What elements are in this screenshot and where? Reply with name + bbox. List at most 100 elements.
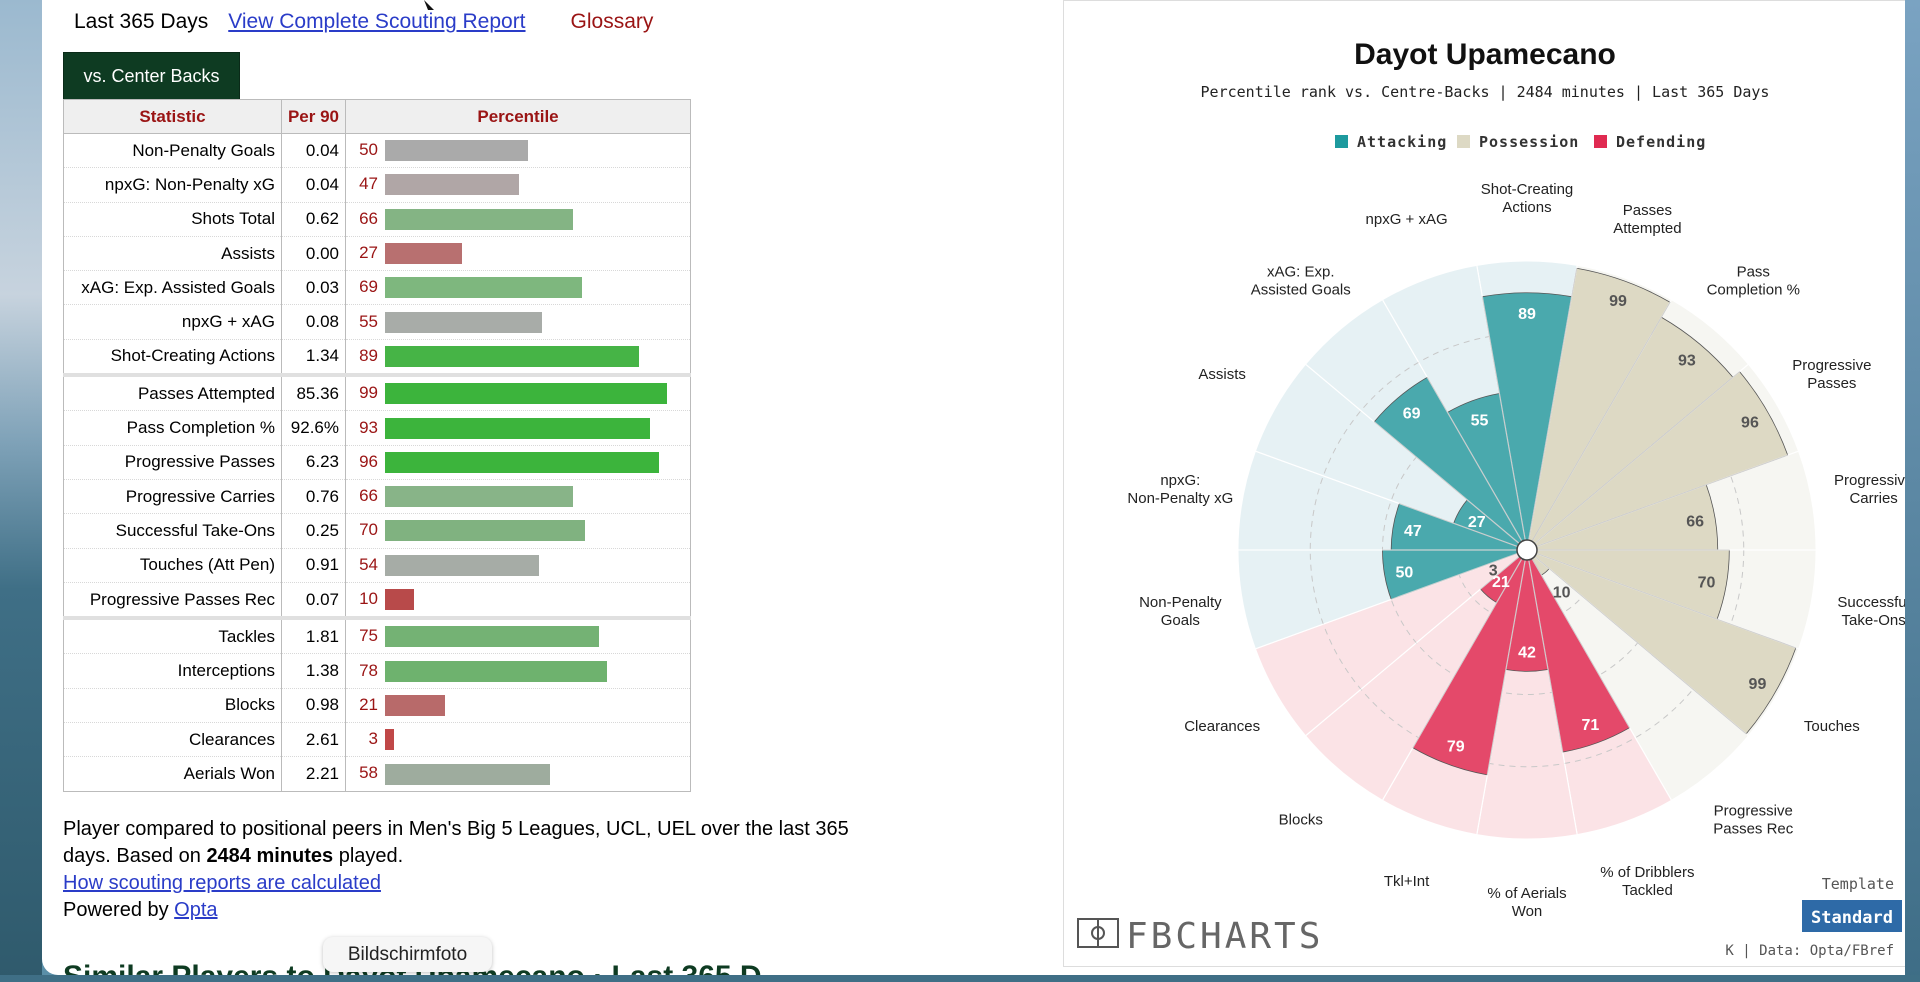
stat-per90: 0.04 bbox=[281, 167, 346, 203]
percentile-value: 89 bbox=[359, 345, 378, 365]
how-calculated-link[interactable]: How scouting reports are calculated bbox=[63, 872, 381, 894]
percentile-bar bbox=[385, 208, 574, 230]
category-label: xAG: Exp. Assisted Goals bbox=[1251, 263, 1351, 298]
table-row: Passes Attempted 85.36 99 bbox=[63, 373, 691, 412]
table-row: Assists 0.00 27 bbox=[63, 236, 691, 272]
slice-value-label: 99 bbox=[1609, 293, 1627, 310]
tab-vs-center-backs[interactable]: vs. Center Backs bbox=[63, 52, 240, 100]
stat-percentile: 70 bbox=[345, 513, 691, 549]
category-label: Non-Penalty Goals bbox=[1139, 594, 1222, 629]
stat-percentile: 69 bbox=[345, 270, 691, 306]
stat-name: Clearances bbox=[63, 722, 282, 758]
desktop-background-right bbox=[1905, 0, 1920, 982]
stat-per90: 0.98 bbox=[281, 688, 346, 724]
spoke-line bbox=[1381, 549, 1528, 801]
category-label: Progressive Passes bbox=[1792, 357, 1871, 392]
table-header-row: Statistic Per 90 Percentile bbox=[63, 99, 691, 134]
opta-link[interactable]: Opta bbox=[174, 899, 218, 921]
table-row: Progressive Passes 6.23 96 bbox=[63, 445, 691, 480]
table-row: Aerials Won 2.21 58 bbox=[63, 756, 691, 792]
header-statistic[interactable]: Statistic bbox=[63, 99, 282, 134]
spoke-line bbox=[1526, 549, 1578, 835]
slice-value-label: 79 bbox=[1447, 739, 1465, 756]
category-label: Shot-Creating Actions bbox=[1481, 181, 1574, 216]
stat-name: Shot-Creating Actions bbox=[63, 339, 282, 376]
desktop-background-left bbox=[0, 0, 42, 982]
stat-name: Non-Penalty Goals bbox=[63, 133, 282, 169]
stat-per90: 0.00 bbox=[281, 236, 346, 272]
slice-value-label: 70 bbox=[1698, 575, 1716, 592]
chart-title: Dayot Upamecano bbox=[1354, 38, 1616, 71]
percentile-bar bbox=[385, 277, 582, 299]
percentile-value: 75 bbox=[359, 626, 378, 646]
percentile-value: 3 bbox=[368, 729, 378, 749]
spoke-line bbox=[1526, 549, 1749, 737]
stat-per90: 85.36 bbox=[281, 373, 346, 412]
stat-percentile: 66 bbox=[345, 479, 691, 515]
stat-per90: 0.76 bbox=[281, 479, 346, 515]
table-row: Interceptions 1.38 78 bbox=[63, 653, 691, 689]
spoke-line bbox=[1255, 450, 1528, 551]
percentile-bar bbox=[385, 417, 651, 439]
table-row: Tackles 1.81 75 bbox=[63, 616, 691, 655]
stat-per90: 0.25 bbox=[281, 513, 346, 549]
spoke-line bbox=[1526, 549, 1799, 650]
spoke-line bbox=[1476, 265, 1528, 551]
pizza-chart: Dayot Upamecano Percentile rank vs. Centr… bbox=[1077, 38, 1905, 959]
percentile-value: 93 bbox=[359, 417, 378, 437]
stat-name: Pass Completion % bbox=[63, 410, 282, 446]
slice-value-label: 27 bbox=[1468, 514, 1486, 531]
stat-percentile: 3 bbox=[345, 722, 691, 758]
spoke-line bbox=[1526, 265, 1578, 551]
category-label: Passes Attempted bbox=[1613, 202, 1681, 237]
stat-per90: 0.04 bbox=[281, 133, 346, 169]
table-row: Progressive Passes Rec 0.07 10 bbox=[63, 582, 691, 619]
slice-value-label: 66 bbox=[1686, 513, 1704, 530]
percentile-bar bbox=[385, 589, 414, 611]
percentile-value: 66 bbox=[359, 486, 378, 506]
stat-percentile: 54 bbox=[345, 548, 691, 583]
percentile-bar bbox=[385, 345, 639, 367]
template-button-label[interactable]: Standard bbox=[1811, 908, 1893, 928]
stat-per90: 92.6% bbox=[281, 410, 346, 446]
stat-name: Assists bbox=[63, 236, 282, 272]
category-label: Progressive Passes Rec bbox=[1713, 803, 1794, 838]
stat-per90: 0.62 bbox=[281, 202, 346, 237]
percentile-value: 66 bbox=[359, 208, 378, 228]
stat-name: Tackles bbox=[63, 616, 282, 655]
spoke-line bbox=[1305, 549, 1528, 737]
template-button[interactable] bbox=[1802, 900, 1902, 932]
category-label: % of Dribblers Tackled bbox=[1600, 864, 1694, 899]
stat-name: Shots Total bbox=[63, 202, 282, 237]
stat-per90: 0.07 bbox=[281, 582, 346, 619]
legend-label: Attacking bbox=[1357, 133, 1447, 151]
category-label: Blocks bbox=[1279, 812, 1323, 829]
slice-value-label: 99 bbox=[1749, 676, 1767, 693]
table-row: Touches (Att Pen) 0.91 54 bbox=[63, 548, 691, 583]
percentile-bar bbox=[385, 311, 542, 333]
stat-per90: 2.21 bbox=[281, 756, 346, 792]
complete-report-link[interactable]: View Complete Scouting Report bbox=[228, 10, 526, 33]
table-row: Shot-Creating Actions 1.34 89 bbox=[63, 339, 691, 376]
stat-name: npxG + xAG bbox=[63, 304, 282, 340]
header-per90[interactable]: Per 90 bbox=[281, 99, 346, 134]
percentile-bar bbox=[385, 729, 394, 751]
stat-percentile: 89 bbox=[345, 339, 691, 376]
slice-value-label: 21 bbox=[1492, 574, 1510, 591]
percentile-value: 96 bbox=[359, 451, 378, 471]
percentile-bar bbox=[385, 383, 668, 405]
header-percentile[interactable]: Percentile bbox=[345, 99, 691, 134]
stat-per90: 2.61 bbox=[281, 722, 346, 758]
glossary-link[interactable]: Glossary bbox=[570, 10, 654, 33]
desktop-background-bottom bbox=[0, 975, 1920, 982]
stat-name: Touches (Att Pen) bbox=[63, 548, 282, 583]
category-label: Tkl+Int bbox=[1384, 873, 1430, 890]
legend-swatch bbox=[1457, 135, 1470, 148]
stat-name: Blocks bbox=[63, 688, 282, 724]
stat-percentile: 99 bbox=[345, 373, 691, 412]
percentile-bar bbox=[385, 763, 551, 785]
slice-value-label: 89 bbox=[1518, 306, 1536, 323]
percentile-value: 58 bbox=[359, 763, 378, 783]
percentile-bar bbox=[385, 554, 539, 576]
stat-per90: 0.91 bbox=[281, 548, 346, 583]
